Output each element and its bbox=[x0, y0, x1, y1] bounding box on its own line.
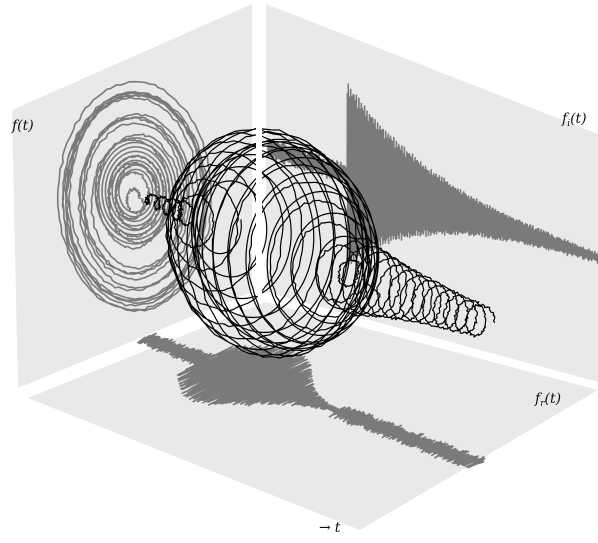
floor-pane bbox=[28, 302, 598, 530]
right-wall-imag-projection bbox=[267, 83, 598, 265]
left-spiral-path-2 bbox=[94, 137, 178, 245]
floor-real-projection bbox=[137, 332, 486, 469]
right-panel-label: fi(t) bbox=[561, 111, 587, 129]
complex-trajectory-path bbox=[144, 127, 496, 359]
left-wall-pane bbox=[12, 4, 252, 388]
complex-trajectory-path-2 bbox=[190, 140, 380, 350]
left-panel-label: f(t) bbox=[11, 118, 34, 134]
complex-trajectory bbox=[144, 127, 496, 359]
time-axis-label: → t bbox=[319, 520, 341, 536]
real-part-waveform bbox=[137, 332, 486, 469]
floor-panel-label: fr(t) bbox=[534, 391, 561, 409]
imag-part-waveform bbox=[267, 83, 598, 265]
